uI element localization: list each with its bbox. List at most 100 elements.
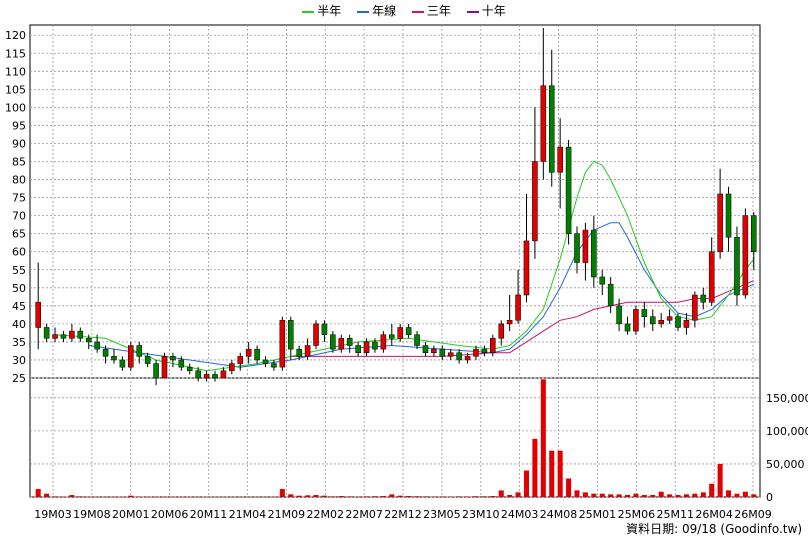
candle-body [178, 359, 185, 368]
candle-body [94, 341, 100, 350]
volume-bar [153, 496, 159, 498]
price-tick-label: 35 [12, 336, 26, 349]
candle-body [591, 229, 597, 278]
candle-body [330, 334, 336, 350]
volume-bar [35, 489, 41, 497]
volume-bar [338, 496, 344, 497]
volume-bar [406, 496, 412, 497]
candle-body [389, 334, 395, 339]
candle-body [540, 85, 547, 162]
x-tick-label: 25M11 [656, 508, 694, 521]
candle-body [582, 229, 589, 263]
volume-bar [347, 496, 353, 497]
volume-bar [692, 493, 698, 497]
price-tick-label: 115 [5, 47, 26, 60]
volume-bar [372, 496, 378, 497]
volume-bar [313, 495, 319, 497]
price-tick-label: 110 [5, 65, 26, 78]
candle-body [144, 356, 151, 364]
candle-body [616, 305, 622, 325]
candle-body [447, 352, 454, 357]
candle-body [212, 374, 218, 379]
volume-bar [77, 496, 83, 497]
candle-body [439, 348, 446, 357]
volume-bar [751, 494, 757, 497]
candle-body [338, 338, 345, 350]
candle-body [498, 323, 505, 339]
candle-body [372, 341, 378, 350]
volume-bar [254, 496, 260, 498]
legend-label: 半年 [317, 4, 342, 18]
price-tick-label: 85 [12, 156, 26, 169]
volume-bar [726, 490, 732, 497]
volume-bar [119, 496, 125, 498]
candle-body [153, 363, 159, 379]
candle-body [633, 309, 639, 332]
volume-bar [523, 470, 530, 497]
candle-body [641, 309, 648, 317]
candle-body [254, 348, 260, 361]
candle-body [607, 283, 614, 307]
volume-bar [44, 493, 50, 497]
legend-swatch-half-year [302, 10, 315, 13]
candle-body [692, 294, 698, 321]
x-tick-label: 20M06 [151, 508, 189, 521]
candle-body [77, 330, 84, 339]
volume-bar [448, 496, 454, 497]
candle-body [708, 251, 715, 303]
price-tick-label: 80 [12, 174, 26, 187]
candle-body [203, 374, 210, 379]
volume-tick-label: 50,000 [766, 458, 805, 471]
volume-bar [540, 379, 546, 497]
legend-label: 十年 [481, 4, 506, 18]
volume-bar [178, 496, 184, 498]
candle-body [397, 327, 403, 339]
volume-bar [111, 496, 117, 498]
volume-bar [557, 450, 563, 497]
volume-bar [52, 496, 58, 497]
candle-body [565, 146, 572, 234]
candle-body [683, 320, 690, 328]
candle-body [245, 348, 252, 357]
volume-bar [414, 496, 420, 497]
price-tick-label: 100 [5, 101, 26, 114]
volume-bar [439, 496, 445, 497]
candle-body [422, 345, 429, 353]
volume-bar [507, 495, 513, 497]
legend: 半年 年線 三年 十年 [0, 2, 808, 19]
x-tick-label: 22M07 [345, 508, 383, 521]
candle-body [161, 356, 168, 379]
price-tick-label: 25 [12, 372, 26, 385]
volume-bar [246, 496, 252, 498]
candle-body [725, 193, 732, 238]
price-tick-label: 90 [12, 137, 26, 150]
candle-body [481, 348, 488, 353]
volume-bar [305, 495, 311, 497]
candle-body [287, 320, 294, 350]
data-date: 資料日期: 09/18 [626, 522, 717, 536]
candle-body [490, 338, 496, 353]
candle-body [624, 323, 631, 332]
candle-body [548, 85, 555, 173]
volume-bar [481, 496, 487, 497]
price-tick-label: 40 [12, 318, 26, 331]
candle-body [52, 334, 58, 339]
x-tick-label: 22M02 [306, 508, 344, 521]
volume-bar [465, 496, 471, 497]
volume-tick-label: 0 [766, 491, 773, 504]
x-tick-label: 24M03 [501, 508, 539, 521]
volume-bar [187, 496, 193, 498]
volume-bar [279, 489, 285, 497]
x-tick-label: 21M04 [229, 508, 267, 521]
price-tick-label: 65 [12, 228, 26, 241]
candle-body [35, 301, 41, 328]
x-tick-label: 20M01 [112, 508, 150, 521]
volume-bar [473, 496, 479, 497]
volume-bar [60, 496, 66, 497]
volume-bar [734, 493, 740, 497]
candle-body [675, 316, 681, 328]
candle-body [136, 345, 143, 357]
price-tick-label: 45 [12, 300, 26, 313]
legend-label: 年線 [372, 4, 397, 18]
candle-body [717, 193, 723, 252]
